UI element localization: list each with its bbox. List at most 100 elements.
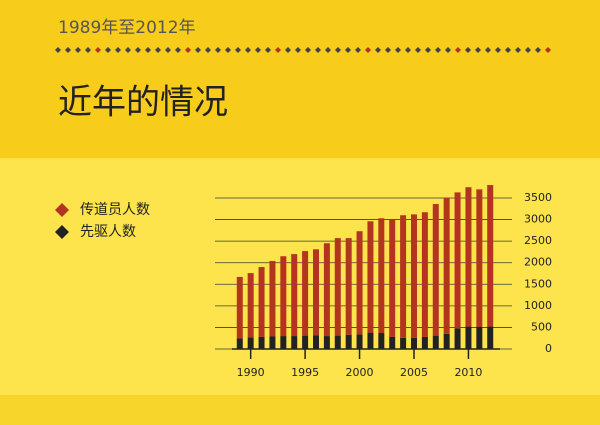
diamond [165,47,171,53]
bar [400,337,407,349]
bar [313,335,319,349]
bar [454,192,461,329]
diamond [305,47,311,53]
diamond [415,47,421,53]
diamond [355,47,361,53]
bar [443,198,450,334]
diamond [315,47,321,53]
bar [236,276,243,339]
diamond [205,47,211,53]
diamond [235,47,241,53]
diamond [175,47,181,53]
divider [55,47,551,53]
diamond [425,47,431,53]
bar [323,243,330,337]
x-tick-label: 1995 [291,366,319,379]
diamond [215,47,221,53]
bar [356,334,363,349]
diamond [265,47,271,53]
diamond [275,47,281,53]
x-tick-label: 2010 [454,366,482,379]
chart-subtitle: 1989年至2012年 [58,18,196,38]
diamond [395,47,401,53]
y-tick-label: 500 [531,320,552,333]
diamond [295,47,301,53]
chart-title: 近年的情况 [58,83,228,123]
diamond [405,47,411,53]
bar [411,214,417,338]
y-tick-label: 2000 [524,256,552,269]
bar [476,326,483,349]
bar [432,335,439,349]
bar [313,249,319,336]
bar [465,326,472,349]
y-tick-label: 2500 [524,234,552,247]
legend-swatch [55,203,69,217]
y-tick-label: 1500 [524,277,552,290]
legend-swatch [55,225,69,239]
bar [247,273,254,338]
diamond [75,47,81,53]
diamond [95,47,101,53]
header-band [0,0,600,158]
diamond [335,47,341,53]
y-tick-label: 0 [545,342,552,355]
diamond [525,47,531,53]
x-tick-label: 1990 [237,366,265,379]
bar [334,335,341,349]
diamond [385,47,391,53]
diamond [535,47,541,53]
y-tick-label: 3500 [524,191,552,204]
bar [389,336,396,349]
bar [302,335,309,349]
diamond [435,47,441,53]
bar [356,231,363,335]
diamond [485,47,491,53]
diamond [195,47,201,53]
bar [258,336,265,349]
diamond [325,47,331,53]
diamond [255,47,261,53]
bar [345,238,352,335]
diamond [365,47,371,53]
bar [247,337,254,349]
diamond [125,47,131,53]
legend-label: 传道员人数 [80,202,150,218]
y-tick-label: 1000 [524,299,552,312]
bar [367,332,374,349]
diamond [185,47,191,53]
diamond [495,47,501,53]
bar [291,254,298,337]
diamond [545,47,551,53]
bar [367,221,374,333]
bar [378,218,385,334]
bar [269,336,276,349]
bar [421,212,428,337]
x-tick-label: 2005 [400,366,428,379]
bar [280,336,287,349]
bar [269,260,276,337]
diamond [145,47,151,53]
diamond [285,47,291,53]
bar [443,333,450,349]
bar [345,334,352,349]
diamond [345,47,351,53]
diamond [445,47,451,53]
diamond [65,47,71,53]
diamond [515,47,521,53]
bar [454,328,461,349]
diamond [115,47,121,53]
bar [236,338,243,349]
diamond [85,47,91,53]
bar [487,326,494,349]
diamond [505,47,511,53]
bar [465,187,472,327]
diamond [55,47,61,53]
bar [280,256,287,337]
bar [400,215,407,338]
diamond [375,47,381,53]
bar [378,333,385,349]
diamond [455,47,461,53]
legend-label: 先驱人数 [80,224,136,240]
